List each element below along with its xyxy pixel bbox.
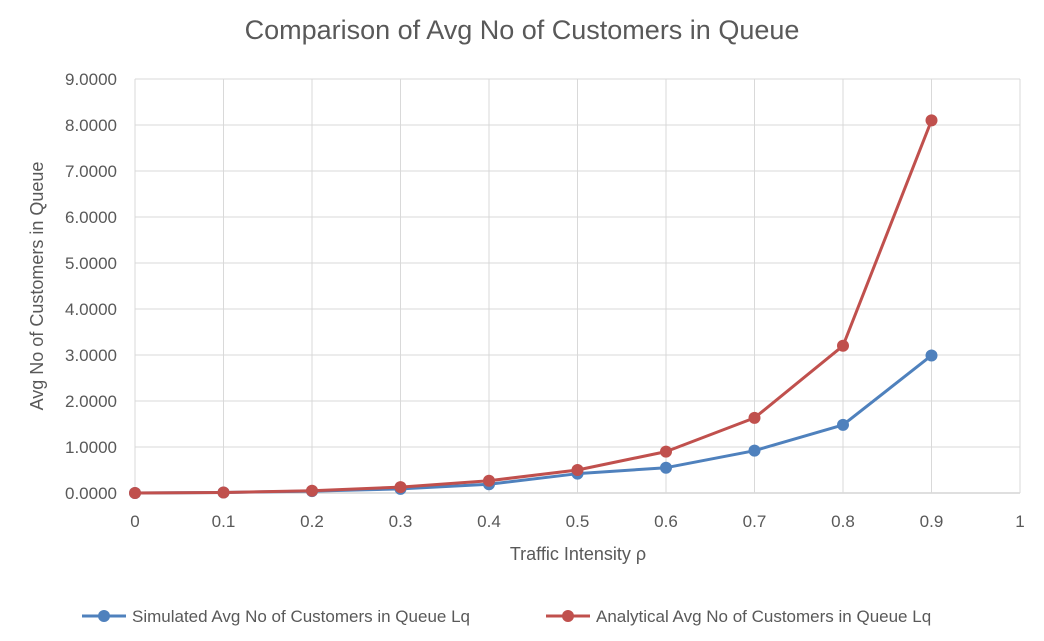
data-point xyxy=(306,484,318,497)
data-point xyxy=(129,487,141,499)
series-line xyxy=(134,119,933,495)
data-point xyxy=(483,474,495,487)
chart-title: Comparison of Avg No of Customers in Que… xyxy=(245,15,800,45)
data-point xyxy=(748,411,761,424)
data-point xyxy=(571,464,584,476)
y-axis-label: Avg No of Customers in Queue xyxy=(27,162,47,411)
x-tick-label: 0 xyxy=(130,512,139,531)
series-2 xyxy=(129,114,938,499)
series-group xyxy=(129,114,938,499)
y-tick-label: 5.0000 xyxy=(65,254,117,273)
y-axis-ticks: 0.0000 1.0000 2.0000 3.0000 4.0000 5.0000 6.00… xyxy=(65,70,117,503)
y-tick-label: 9.0000 xyxy=(65,70,117,89)
data-point xyxy=(837,339,849,352)
x-tick-label: 1 xyxy=(1015,512,1024,531)
data-point xyxy=(394,481,407,494)
y-tick-label: 7.0000 xyxy=(65,162,117,181)
data-point xyxy=(660,461,672,474)
x-tick-label: 0.4 xyxy=(477,512,501,531)
x-tick-label: 0.5 xyxy=(566,512,590,531)
x-tick-label: 0.2 xyxy=(300,512,324,531)
legend-marker xyxy=(98,610,110,622)
x-tick-label: 0.6 xyxy=(654,512,678,531)
data-point xyxy=(925,349,938,362)
legend-item-2: Analytical Avg No of Customers in Queue … xyxy=(546,607,931,626)
x-tick-label: 0.7 xyxy=(743,512,767,531)
legend-label: Analytical Avg No of Customers in Queue … xyxy=(596,607,931,626)
y-tick-label: 2.0000 xyxy=(65,392,117,411)
y-tick-label: 6.0000 xyxy=(65,208,117,227)
y-tick-label: 4.0000 xyxy=(65,300,117,319)
x-axis-ticks: 0 0.1 0.2 0.3 0.4 0.5 0.6 0.7 0.8 0.9 1 xyxy=(130,512,1024,531)
series-line xyxy=(134,354,933,495)
x-tick-label: 0.1 xyxy=(212,512,236,531)
data-point xyxy=(748,444,761,457)
x-tick-label: 0.9 xyxy=(920,512,944,531)
data-point xyxy=(217,486,230,499)
y-tick-label: 1.0000 xyxy=(65,438,117,457)
data-point xyxy=(660,445,672,458)
y-tick-label: 8.0000 xyxy=(65,116,117,135)
legend-item-1: Simulated Avg No of Customers in Queue L… xyxy=(82,607,470,626)
y-tick-label: 3.0000 xyxy=(65,346,117,365)
x-tick-label: 0.3 xyxy=(389,512,413,531)
legend-marker xyxy=(562,610,574,622)
y-tick-label: 0.0000 xyxy=(65,484,117,503)
grid-lines xyxy=(134,78,1021,494)
legend: Simulated Avg No of Customers in Queue L… xyxy=(82,607,931,626)
data-point xyxy=(837,418,849,431)
data-point xyxy=(925,114,938,127)
legend-label: Simulated Avg No of Customers in Queue L… xyxy=(132,607,470,626)
x-axis-label: Traffic Intensity ρ xyxy=(510,544,646,564)
x-tick-label: 0.8 xyxy=(831,512,855,531)
